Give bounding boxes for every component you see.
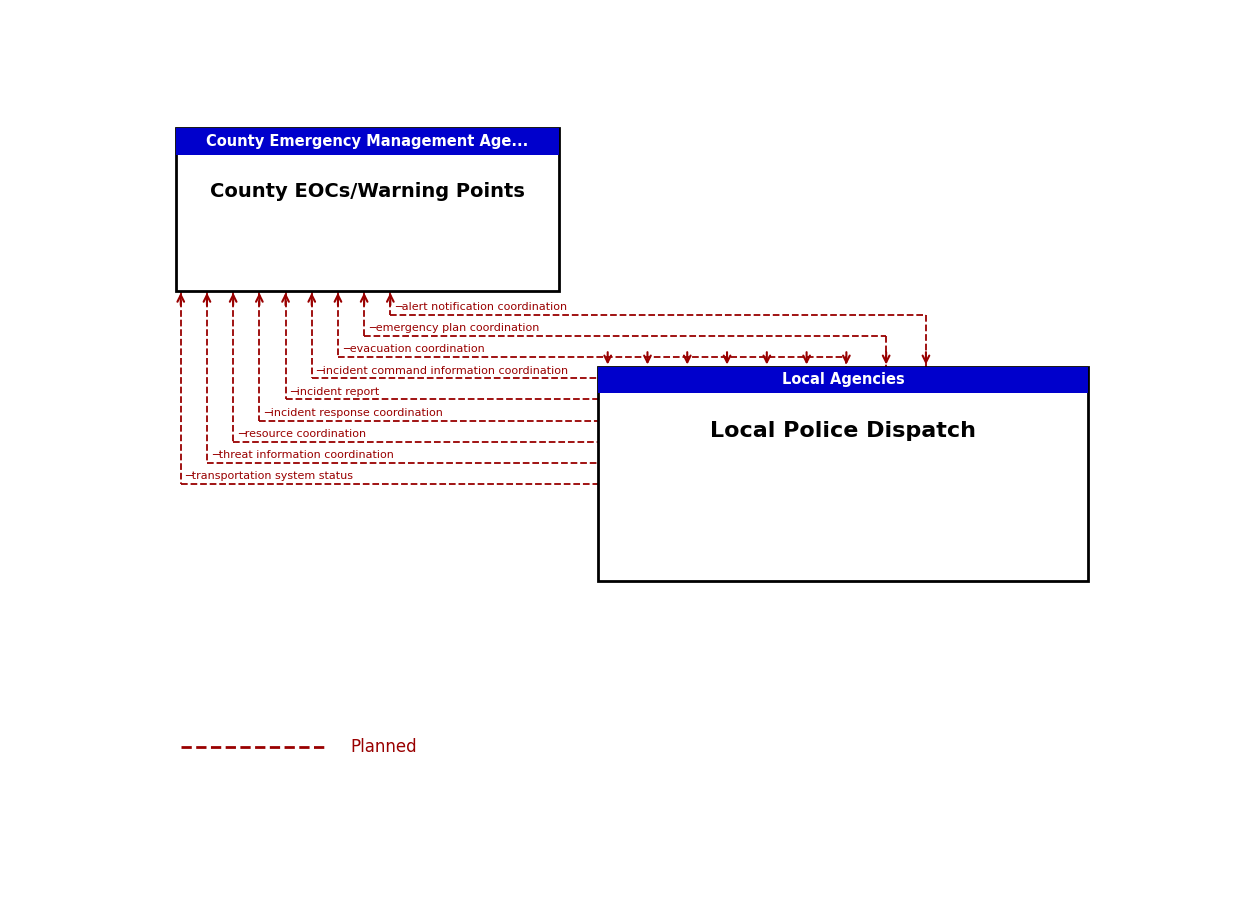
- Text: ─incident report: ─incident report: [290, 387, 379, 396]
- Text: ─incident command information coordination: ─incident command information coordinati…: [317, 366, 568, 376]
- Bar: [175, 128, 560, 291]
- Text: Planned: Planned: [351, 737, 417, 755]
- Text: ─threat information coordination: ─threat information coordination: [212, 450, 393, 460]
- Text: Local Police Dispatch: Local Police Dispatch: [710, 421, 977, 440]
- Text: Local Agencies: Local Agencies: [781, 372, 904, 388]
- Text: ─alert notification coordination: ─alert notification coordination: [396, 302, 567, 312]
- Bar: [598, 367, 1088, 393]
- Text: County Emergency Management Age...: County Emergency Management Age...: [207, 134, 528, 149]
- Text: ─evacuation coordination: ─evacuation coordination: [343, 344, 485, 354]
- Text: ─transportation system status: ─transportation system status: [185, 471, 353, 482]
- Text: ─incident response coordination: ─incident response coordination: [264, 408, 443, 418]
- Bar: [598, 367, 1088, 580]
- Bar: [175, 128, 560, 154]
- Text: County EOCs/Warning Points: County EOCs/Warning Points: [210, 182, 525, 201]
- Text: ─emergency plan coordination: ─emergency plan coordination: [369, 323, 540, 334]
- Text: ─resource coordination: ─resource coordination: [238, 429, 366, 439]
